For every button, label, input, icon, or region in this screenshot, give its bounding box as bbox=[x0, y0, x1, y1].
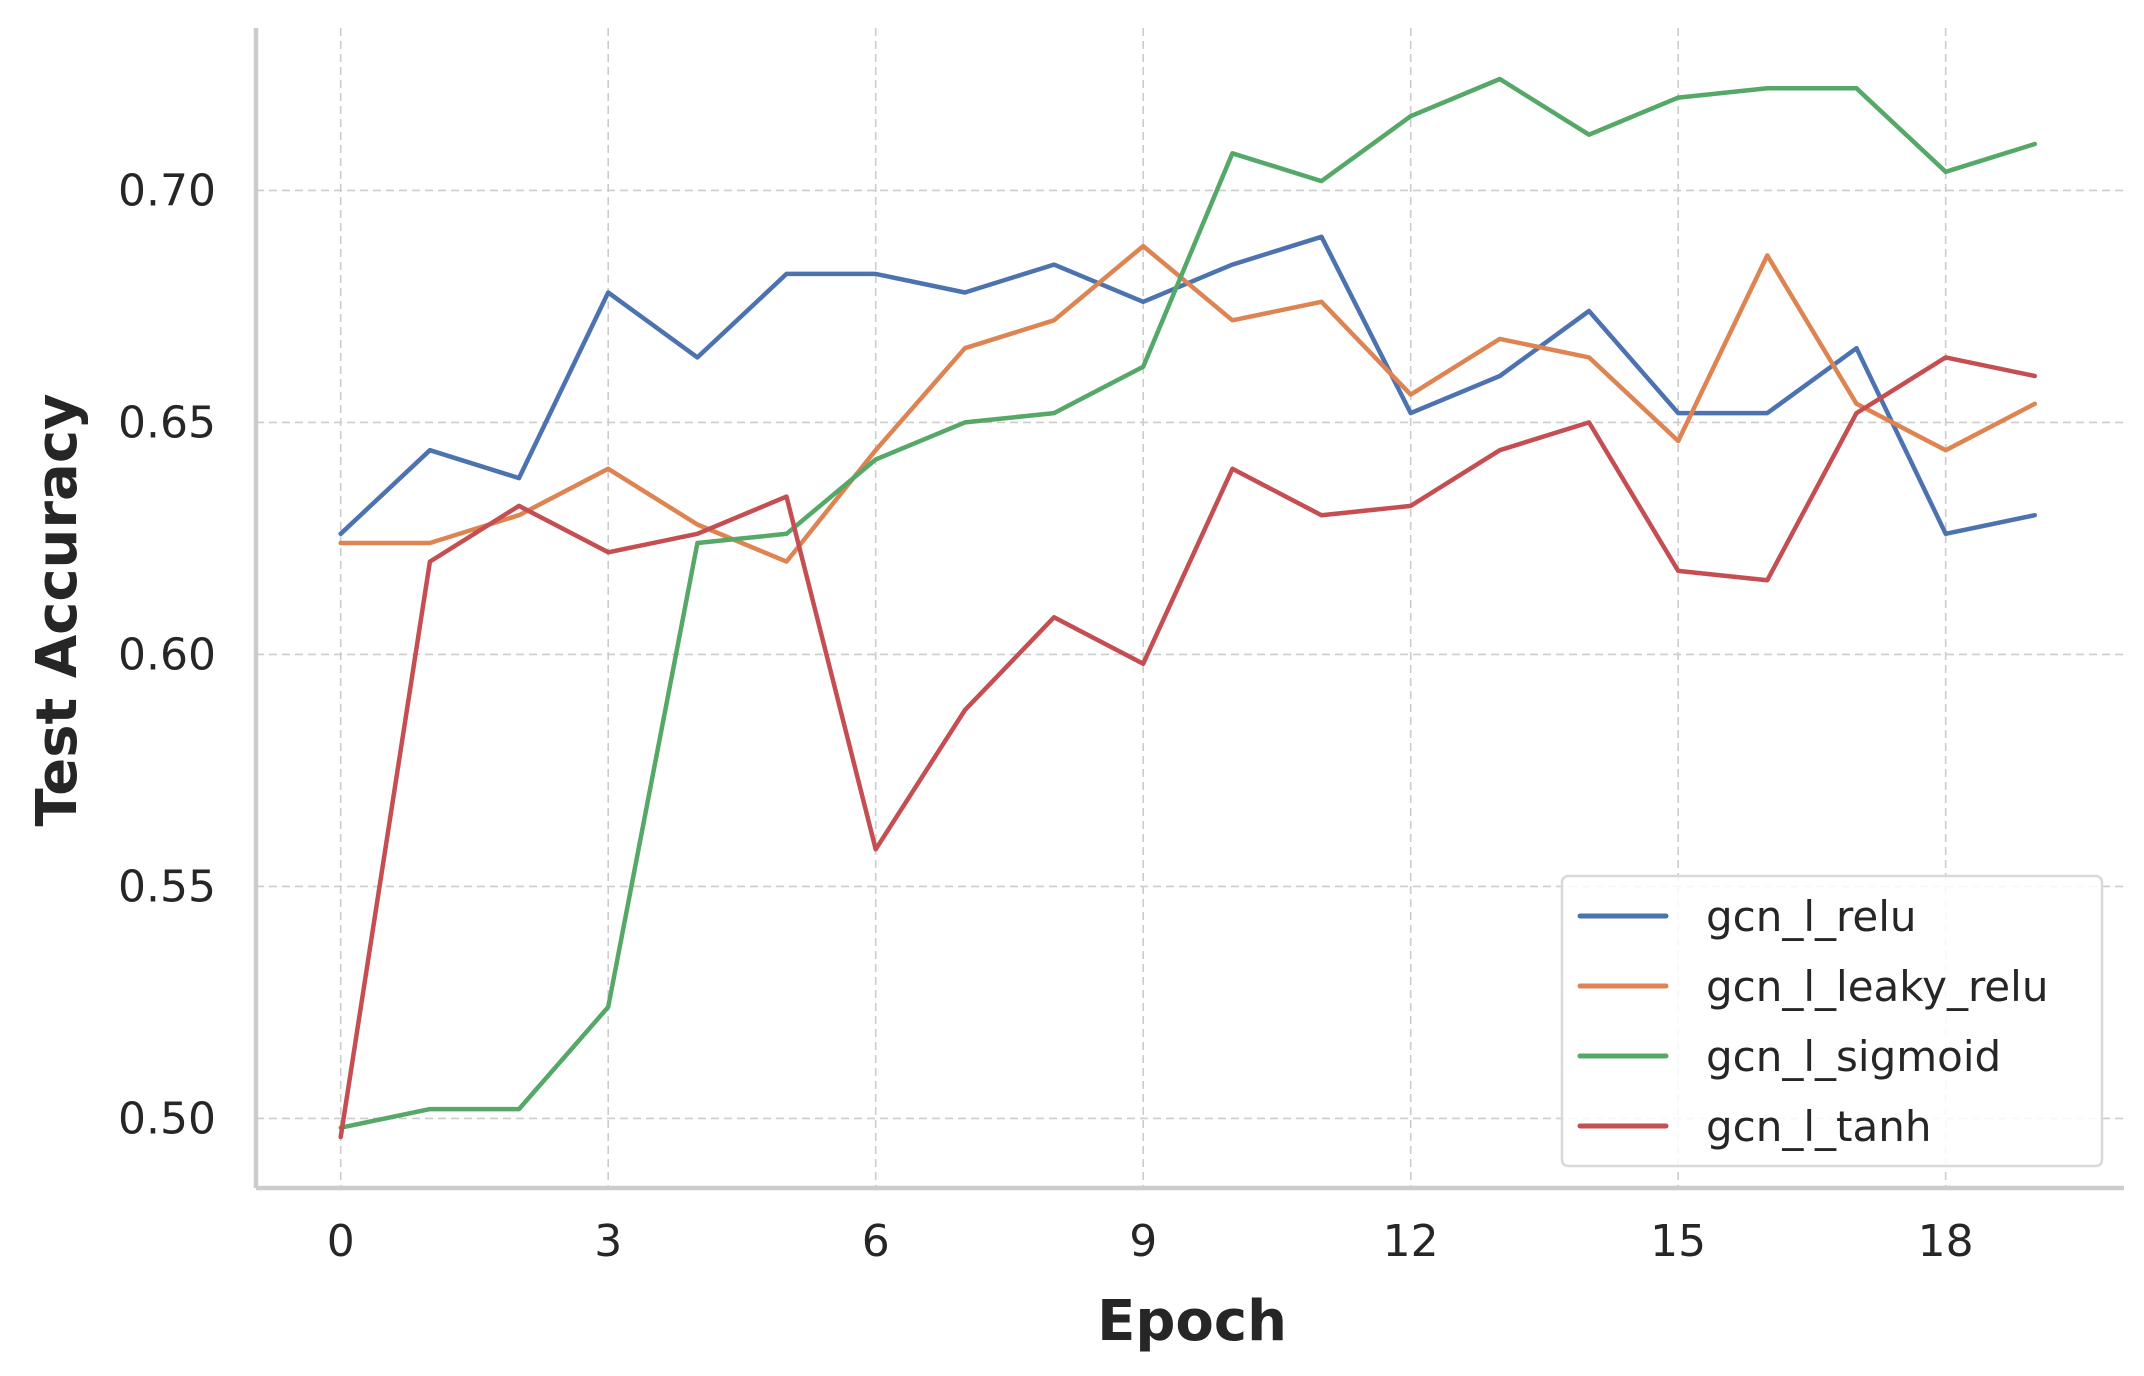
axes-spines bbox=[253, 28, 2124, 1191]
legend-label: gcn_l_leaky_relu bbox=[1706, 962, 2048, 1011]
x-tick-label: 15 bbox=[1650, 1216, 1706, 1267]
legend: gcn_l_relu gcn_l_leaky_relu gcn_l_sigmoidg… bbox=[1560, 874, 2104, 1168]
y-tick-label: 0.50 bbox=[118, 1093, 216, 1144]
x-axis-title: Epoch bbox=[1097, 1289, 1287, 1354]
y-axis-title: Test Accuracy bbox=[25, 393, 90, 826]
legend-label: gcn_l_relu bbox=[1706, 892, 1917, 941]
y-tick-label: 0.65 bbox=[118, 397, 216, 448]
x-tick-label: 18 bbox=[1918, 1216, 1974, 1267]
tick-labels: 0 3 6 9 12 15 18 0.50 0.55 0.60 0.65 0.70 bbox=[118, 165, 1974, 1267]
legend-label: gcn_l_tanh bbox=[1706, 1102, 1931, 1151]
y-tick-label: 0.55 bbox=[118, 861, 216, 912]
series-line-gcn-l-tanh bbox=[338, 355, 2038, 1140]
legend-frame bbox=[1560, 874, 2104, 1168]
y-tick-label: 0.60 bbox=[118, 629, 216, 680]
series-line-gcn-l-sigmoid bbox=[338, 76, 2038, 1130]
series-line-gcn-l-leaky-relu bbox=[338, 243, 2038, 564]
x-tick-label: 12 bbox=[1383, 1216, 1439, 1267]
x-tick-label: 9 bbox=[1129, 1216, 1157, 1267]
x-tick-label: 0 bbox=[327, 1216, 355, 1267]
y-tick-label: 0.70 bbox=[118, 165, 216, 216]
series-layer bbox=[338, 76, 2038, 1140]
legend-label: gcn_l_sigmoid bbox=[1706, 1032, 2001, 1081]
x-tick-label: 3 bbox=[594, 1216, 622, 1267]
x-tick-label: 6 bbox=[862, 1216, 890, 1267]
